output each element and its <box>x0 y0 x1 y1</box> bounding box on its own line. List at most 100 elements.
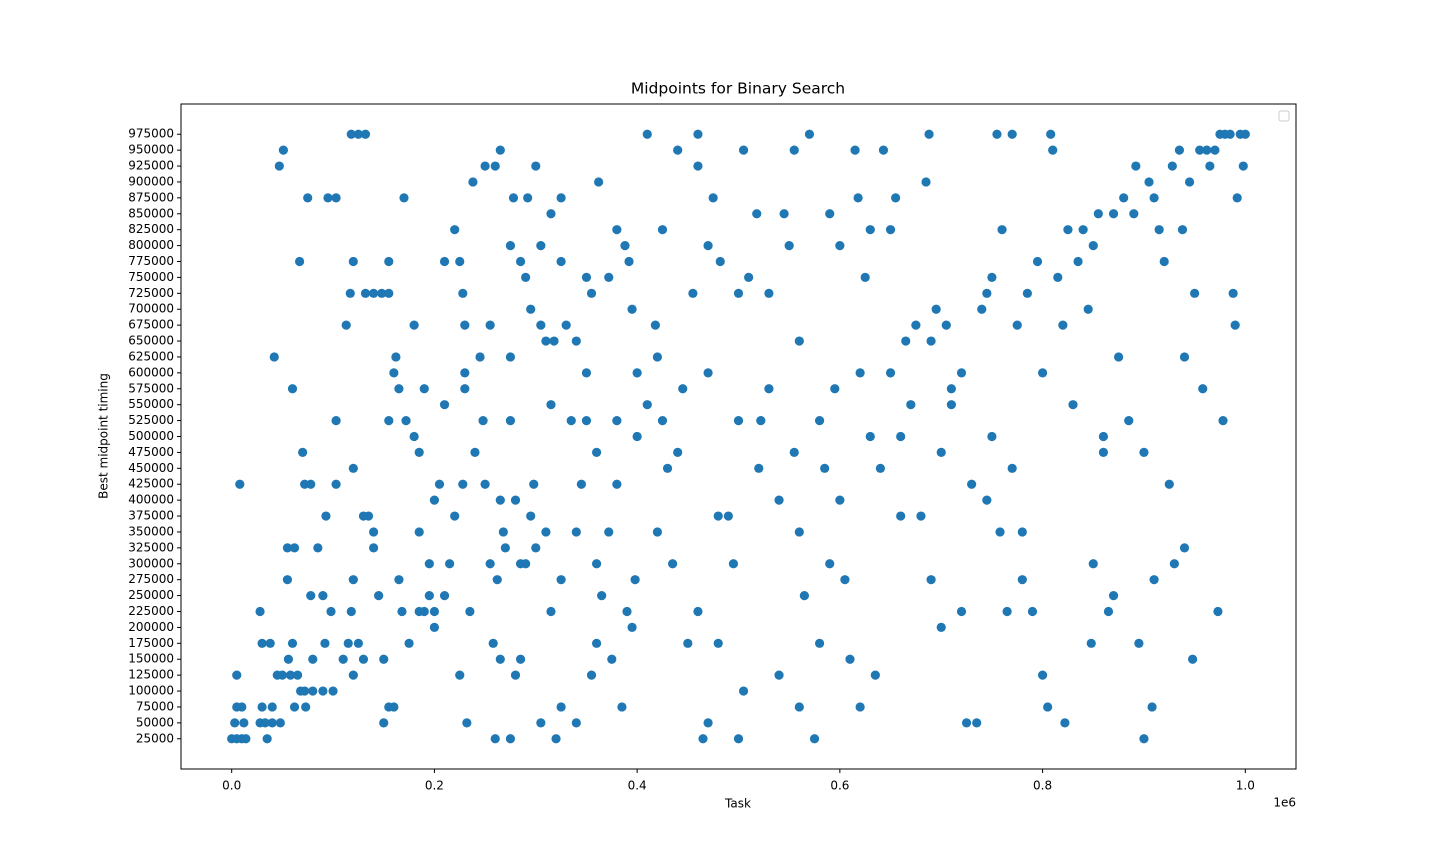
scatter-point <box>1108 209 1119 219</box>
scatter-point <box>505 415 516 426</box>
y-tick-label: 450000 <box>128 461 174 475</box>
scatter-point <box>1238 161 1248 171</box>
x-tick-label: 0.4 <box>628 779 647 793</box>
scatter-point <box>612 225 622 235</box>
y-tick-label: 375000 <box>128 509 174 523</box>
scatter-point <box>809 734 820 744</box>
scatter-point <box>505 240 516 251</box>
scatter-point <box>292 670 303 680</box>
y-tick-label: 900000 <box>128 174 174 188</box>
scatter-point <box>1174 145 1185 155</box>
scatter-point <box>353 638 363 648</box>
scatter-point <box>1131 161 1141 171</box>
scatter-point <box>632 368 642 378</box>
scatter-point <box>289 543 300 553</box>
scatter-point <box>581 368 592 378</box>
scatter-point <box>779 209 789 219</box>
scatter-point <box>549 336 559 346</box>
scatter-point <box>855 368 865 378</box>
scatter-point <box>346 606 356 617</box>
scatter-point <box>318 686 328 696</box>
scatter-point <box>1098 431 1109 442</box>
y-tick-label: 475000 <box>128 445 174 459</box>
scatter-point <box>556 702 566 712</box>
scatter-point <box>343 638 353 648</box>
scatter-point <box>277 670 287 680</box>
legend-box <box>1278 110 1290 122</box>
scatter-point <box>604 272 614 283</box>
scatter-point <box>465 606 475 617</box>
scatter-point <box>698 734 708 744</box>
y-tick-label: 225000 <box>128 604 174 618</box>
scatter-point <box>475 352 485 362</box>
scatter-point <box>414 606 424 617</box>
scatter-point <box>1058 320 1068 330</box>
scatter-point <box>612 415 622 426</box>
scatter-point <box>275 718 285 728</box>
scatter-point <box>620 240 630 251</box>
scatter-point <box>870 670 880 680</box>
scatter-point <box>591 447 602 458</box>
scatter-point <box>1210 145 1220 155</box>
scatter-point <box>1159 256 1169 267</box>
scatter-point <box>313 543 323 553</box>
scatter-point <box>733 288 744 298</box>
scatter-point <box>424 590 434 601</box>
scatter-point <box>1088 559 1098 569</box>
scatter-point <box>662 463 673 473</box>
scatter-point <box>566 415 576 426</box>
scatter-point <box>1188 654 1198 664</box>
scatter-point <box>541 527 551 537</box>
scatter-point <box>289 702 300 712</box>
scatter-point <box>521 272 531 283</box>
scatter-point <box>298 447 308 458</box>
scatter-point <box>875 463 886 473</box>
scatter-point <box>301 702 311 712</box>
scatter-point <box>379 718 389 728</box>
scatter-point <box>331 415 341 426</box>
scatter-point <box>490 734 500 744</box>
scatter-point <box>571 718 581 728</box>
scatter-point <box>394 575 404 585</box>
scatter-point <box>756 415 766 426</box>
scatter-point <box>338 654 348 664</box>
scatter-point <box>368 543 379 553</box>
scatter-point <box>926 575 936 585</box>
scatter-point <box>1149 193 1159 203</box>
scatter-point <box>1048 145 1058 155</box>
scatter-point <box>982 288 992 298</box>
scatter-point <box>1043 702 1053 712</box>
scatter-point <box>794 527 804 537</box>
scatter-point <box>328 686 338 696</box>
scatter-point <box>278 145 288 155</box>
scatter-point <box>728 559 739 569</box>
scatter-point <box>911 320 921 330</box>
scatter-point <box>995 527 1005 537</box>
scatter-point <box>693 606 703 617</box>
scatter-point <box>1007 463 1017 473</box>
scatter-point <box>439 590 450 601</box>
scatter-point <box>531 161 541 171</box>
scatter-point <box>283 654 294 664</box>
scatter-point <box>235 479 245 489</box>
y-tick-label: 750000 <box>128 270 174 284</box>
scatter-point <box>287 638 298 648</box>
scatter-point <box>265 638 275 648</box>
scatter-point <box>1017 527 1027 537</box>
y-tick-label: 575000 <box>128 381 174 395</box>
scatter-point <box>586 288 597 298</box>
scatter-point <box>1002 606 1012 617</box>
scatter-point <box>597 590 607 601</box>
scatter-point <box>439 400 450 410</box>
scatter-point <box>992 129 1002 139</box>
scatter-point <box>789 145 799 155</box>
scatter-point <box>414 527 424 537</box>
scatter-point <box>1213 606 1223 617</box>
scatter-point <box>921 177 931 187</box>
y-tick-label: 300000 <box>128 556 174 570</box>
scatter-point <box>536 320 546 330</box>
scatter-point <box>774 495 784 505</box>
scatter-point <box>401 415 411 426</box>
scatter-point <box>384 415 394 426</box>
